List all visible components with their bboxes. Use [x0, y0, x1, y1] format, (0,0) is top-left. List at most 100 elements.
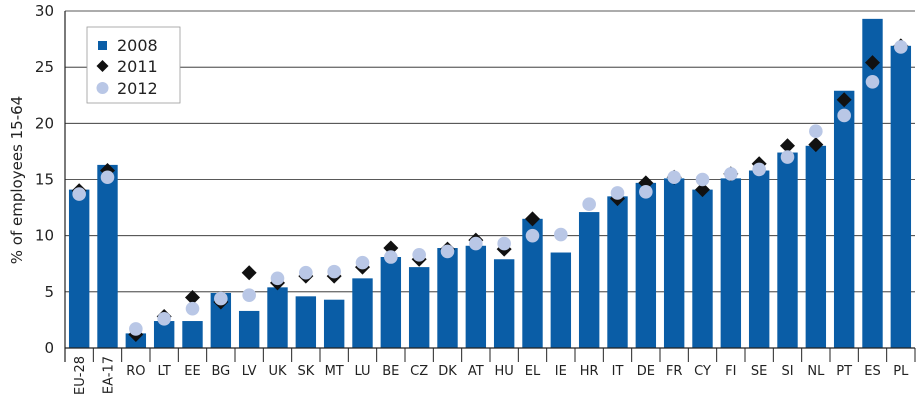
marker-2012-CZ — [412, 247, 426, 262]
x-label-ES: ES — [864, 364, 880, 379]
marker-2012-PL — [894, 40, 908, 54]
bar-2008-IT — [607, 196, 628, 348]
legend-swatch-2012 — [96, 82, 109, 94]
marker-2011-EL — [525, 211, 540, 227]
marker-2012-HU — [497, 236, 511, 251]
x-label-DE: DE — [637, 364, 655, 379]
marker-2012-EL — [525, 228, 540, 243]
x-label-SK: SK — [297, 364, 314, 379]
bar-2008-LT — [153, 321, 175, 348]
bar-2008-MT — [323, 299, 345, 348]
y-tick-label-20: 20 — [35, 114, 54, 132]
marker-2012-LU — [355, 255, 370, 270]
marker-2012-SI — [780, 150, 795, 164]
marker-2012-RO — [129, 322, 143, 336]
x-label-LU: LU — [354, 364, 370, 379]
x-label-HU: HU — [495, 364, 514, 379]
marker-2012-EE — [185, 301, 200, 316]
y-axis-title: % of employees 15-64 — [8, 96, 26, 264]
y-tick-label-25: 25 — [35, 58, 54, 76]
marker-2012-LV — [242, 288, 256, 303]
bar-2008-IE — [550, 252, 572, 348]
bar-2008-LU — [352, 278, 373, 348]
bar-2008-BG — [210, 292, 232, 348]
marker-2012-ES — [865, 74, 880, 89]
bar-2008-AT — [465, 245, 487, 348]
marker-2012-FI — [724, 167, 738, 181]
x-label-RO: RO — [126, 364, 145, 379]
x-label-FI: FI — [725, 364, 736, 379]
marker-2012-CY — [695, 172, 710, 187]
y-tick-label-10: 10 — [35, 227, 54, 245]
y-tick-label-5: 5 — [44, 283, 54, 301]
bars-2008 — [68, 18, 912, 349]
marker-2012-SE — [752, 162, 766, 177]
bar-2008-NL — [805, 145, 827, 348]
bar-2008-DK — [437, 248, 458, 348]
bar-2008-CZ — [408, 267, 430, 348]
x-label-SI: SI — [781, 364, 793, 379]
bar-2008-SE — [748, 170, 770, 348]
x-label-LV: LV — [242, 364, 257, 379]
bar-2008-BE — [380, 257, 402, 348]
marker-2012-EA-17 — [100, 170, 115, 185]
x-label-EL: EL — [525, 364, 541, 379]
x-label-UK: UK — [268, 364, 287, 379]
x-label-NL: NL — [807, 364, 825, 379]
marker-2011-EE — [185, 289, 200, 305]
marker-2012-MT — [327, 264, 341, 279]
marker-2011-PT — [836, 92, 852, 108]
legend-label-2008: 2008 — [117, 36, 158, 55]
bar-2008-EU-28 — [68, 189, 90, 348]
marker-2011-LV — [241, 265, 257, 281]
bar-2008-CY — [692, 189, 713, 348]
bar-2008-FR — [663, 178, 685, 348]
x-label-CY: CY — [694, 364, 711, 379]
marker-2011-CY — [695, 182, 710, 198]
bar-2008-HR — [578, 212, 600, 348]
x-label-LT: LT — [157, 364, 170, 379]
marker-2012-BG — [214, 291, 228, 306]
bar-2008-EL — [522, 218, 543, 348]
x-label-FR: FR — [666, 364, 683, 379]
bar-2008-DE — [635, 182, 657, 348]
x-label-HR: HR — [580, 364, 599, 379]
marker-2011-NL — [808, 137, 824, 153]
bar-2008-EE — [182, 321, 203, 348]
marker-2012-DK — [440, 244, 455, 259]
x-label-IT: IT — [612, 364, 624, 379]
marker-2012-HR — [582, 197, 596, 212]
bar-2008-FI — [720, 178, 742, 348]
x-label-AT: AT — [468, 364, 484, 379]
axes — [64, 11, 916, 362]
x-label-EA-17: EA-17 — [102, 356, 117, 394]
bar-2008-UK — [267, 287, 288, 348]
marker-2012-DE — [639, 185, 653, 199]
bar-2008-SK — [295, 296, 317, 348]
marker-2012-IE — [554, 227, 568, 242]
x-label-EE: EE — [184, 364, 200, 379]
x-label-PL: PL — [893, 364, 909, 379]
x-label-BE: BE — [382, 364, 399, 379]
bar-2008-SI — [777, 152, 798, 348]
bar-2008-LV — [238, 310, 260, 348]
x-label-PT: PT — [836, 364, 852, 379]
marker-2012-EU-28 — [72, 187, 86, 201]
bar-2008-EA-17 — [97, 164, 118, 348]
marker-2012-LT — [157, 311, 171, 326]
bar-2008-HU — [493, 259, 515, 348]
y-tick-label-15: 15 — [35, 171, 54, 189]
y-tick-label-30: 30 — [35, 2, 54, 20]
legend-swatch-2011 — [96, 60, 109, 72]
marker-2012-NL — [809, 124, 823, 138]
legend-label-2011: 2011 — [117, 57, 158, 76]
legend-swatch-2008 — [98, 41, 107, 50]
bar-2008-ES — [862, 18, 883, 348]
legend: 2008 2011 2012 — [86, 26, 181, 104]
legend-label-2012: 2012 — [117, 79, 158, 98]
bar-2008-PT — [833, 90, 855, 349]
gridlines — [65, 10, 915, 293]
marker-2012-IT — [610, 186, 625, 200]
marker-2011-ES — [865, 55, 880, 71]
